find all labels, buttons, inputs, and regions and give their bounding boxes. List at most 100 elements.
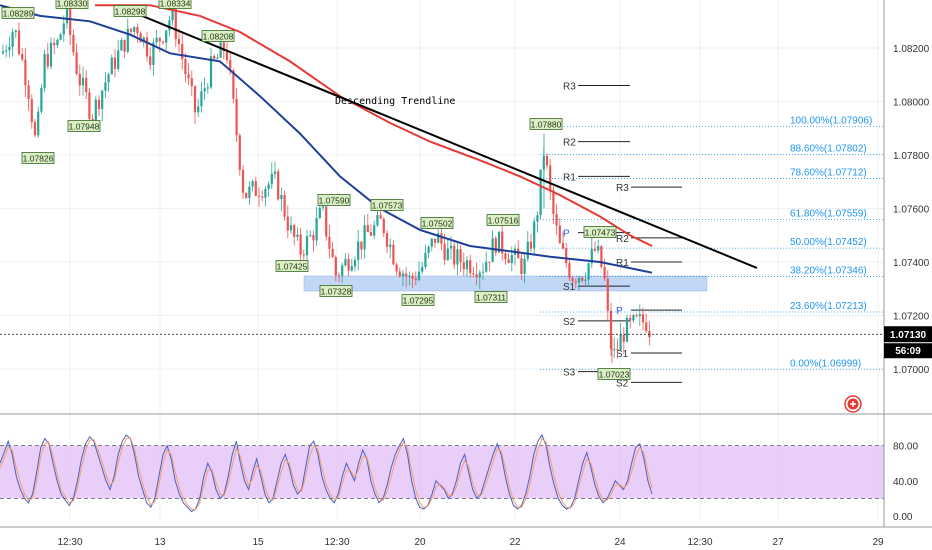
price-tick-label: 1.07000 xyxy=(893,365,930,376)
candle-body xyxy=(187,74,190,79)
pivot-label: P xyxy=(616,306,623,317)
support-zone xyxy=(303,275,708,292)
candle-body xyxy=(293,225,296,237)
candle-body xyxy=(625,317,629,342)
candle-body xyxy=(552,190,555,215)
candle-body xyxy=(30,99,33,123)
swing-label-box xyxy=(486,214,520,226)
candle-body xyxy=(555,214,558,226)
swing-price-label: 1.07573 xyxy=(370,199,404,211)
candle-body xyxy=(110,57,113,75)
candle-body xyxy=(158,37,161,42)
swing-label-text: 1.07948 xyxy=(69,122,100,132)
candle-body xyxy=(619,334,622,350)
candle-body xyxy=(523,258,526,274)
candle-body xyxy=(609,310,613,350)
candle-body xyxy=(632,315,635,321)
candle-body xyxy=(161,41,165,43)
candle-body xyxy=(142,37,145,43)
swing-label-layer: 1.08289 1.08330 1.08298 1.08334 1.08208 1.078… xyxy=(1,0,631,380)
moving-average-layer xyxy=(0,4,653,274)
candle-body xyxy=(126,28,129,52)
price-tick-label: 1.08000 xyxy=(893,98,930,109)
countdown-badge xyxy=(884,343,932,359)
swing-label-box xyxy=(55,0,89,9)
time-tick-label: 27 xyxy=(772,537,784,548)
candle-body xyxy=(152,42,155,65)
candle-body xyxy=(417,271,421,281)
candle-body xyxy=(254,181,257,196)
candle-body xyxy=(232,70,235,99)
candle-body xyxy=(72,34,75,53)
candle-body xyxy=(392,244,395,265)
candle-body xyxy=(299,234,302,255)
candle-body xyxy=(312,235,315,241)
candle-body xyxy=(171,6,174,21)
candle-body xyxy=(536,215,539,222)
candle-body xyxy=(238,135,241,171)
candle-body xyxy=(184,59,187,75)
candle-body xyxy=(40,88,43,112)
candle-body xyxy=(443,243,446,261)
candle-body xyxy=(622,334,625,342)
swing-label-text: 1.07502 xyxy=(422,219,453,229)
candle-body xyxy=(261,196,264,198)
swing-label-text: 1.08289 xyxy=(3,9,34,19)
candle-body xyxy=(206,87,209,89)
candle-body xyxy=(360,241,363,250)
time-tick-label: 13 xyxy=(154,537,166,548)
candle-body xyxy=(501,231,504,254)
candle-body xyxy=(107,74,110,83)
swing-price-label: 1.07295 xyxy=(401,294,435,306)
candle-body xyxy=(363,225,366,250)
candle-body xyxy=(267,184,270,190)
candle-body xyxy=(581,277,584,281)
candle-body xyxy=(286,216,289,231)
candle-body xyxy=(459,249,462,263)
candle-body xyxy=(264,189,267,198)
candle-body xyxy=(225,51,229,61)
swing-price-label: 1.08330 xyxy=(55,0,89,9)
candle-body xyxy=(203,88,206,92)
candle-body xyxy=(318,207,321,219)
fib-level-label: 38.20%(1.07346) xyxy=(790,265,867,276)
candle-body xyxy=(433,238,437,243)
candle-body xyxy=(289,225,293,231)
pivot-label: P xyxy=(563,229,570,240)
candle-body xyxy=(488,261,491,263)
candle-body xyxy=(446,248,449,261)
swing-label-text: 1.07590 xyxy=(319,196,350,206)
pivot-label: R2 xyxy=(563,138,576,149)
swing-label-box xyxy=(113,5,147,17)
candle-body xyxy=(190,78,193,87)
candle-body xyxy=(200,91,203,107)
last-price-badge xyxy=(884,326,932,343)
swing-label-box xyxy=(201,30,235,42)
swing-price-label: 1.08298 xyxy=(113,5,147,17)
oscillator-tick-label: 80.00 xyxy=(893,442,918,453)
fib-level-label: 100.00%(1.07906) xyxy=(790,116,872,127)
candle-body xyxy=(213,56,216,59)
candle-body xyxy=(5,50,8,52)
candle-body xyxy=(145,37,149,57)
pivot-label: R3 xyxy=(616,183,629,194)
candle-body xyxy=(469,260,472,274)
swing-price-label: 1.07311 xyxy=(474,291,508,303)
candle-body xyxy=(645,322,648,332)
pivot-label: S2 xyxy=(563,317,576,328)
swing-label-text: 1.08298 xyxy=(115,7,146,17)
candle-body xyxy=(539,169,542,216)
candle-body xyxy=(101,90,104,110)
candle-body xyxy=(494,238,497,253)
candle-body xyxy=(369,232,373,236)
pivot-label: R1 xyxy=(616,258,629,269)
price-tick-label: 1.08200 xyxy=(893,44,930,55)
candle-body xyxy=(229,60,232,71)
candle-body xyxy=(177,39,181,45)
candle-body xyxy=(193,86,197,113)
swing-label-text: 1.07295 xyxy=(403,296,434,306)
candle-body xyxy=(78,73,81,86)
candle-body xyxy=(75,52,78,74)
pivot-label: S2 xyxy=(616,378,629,389)
